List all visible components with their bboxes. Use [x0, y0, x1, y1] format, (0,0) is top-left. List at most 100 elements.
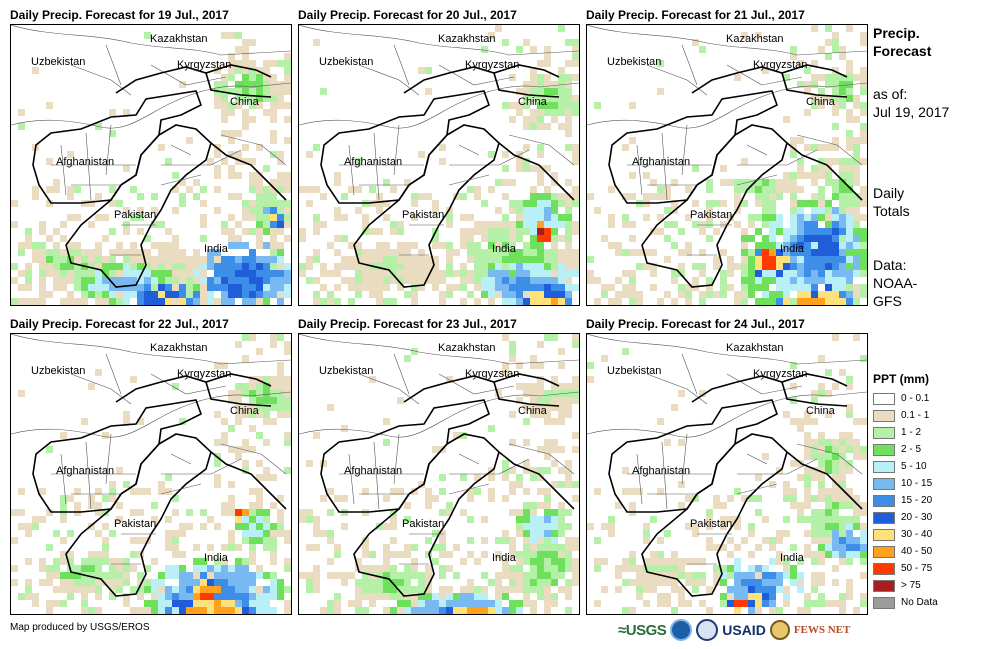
legend-item: 0.1 - 1 [873, 407, 938, 424]
country-label-uzbekistan: Uzbekistan [31, 56, 86, 68]
panel-title: Daily Precip. Forecast for 24 Jul., 2017 [586, 317, 805, 331]
legend-item: 50 - 75 [873, 560, 938, 577]
country-label-pakistan: Pakistan [690, 518, 733, 530]
usaid-logo: USAID [722, 622, 766, 638]
country-label-china: China [230, 96, 259, 108]
country-label-afghanistan: Afghanistan [632, 465, 691, 477]
legend-swatch [873, 511, 895, 524]
legend-swatch [873, 460, 895, 473]
legend-item: 2 - 5 [873, 441, 938, 458]
country-label-kyrgyzstan: Kyrgyzstan [753, 368, 808, 380]
forecast-map: Kazakhstan Uzbekistan Kyrgyzstan China Afgha… [298, 333, 580, 615]
country-label-uzbekistan: Uzbekistan [607, 56, 662, 68]
country-label-india: India [204, 552, 228, 564]
forecast-map: Kazakhstan Uzbekistan Kyrgyzstan China Afgha… [10, 333, 292, 615]
data-source-line1: Data: [873, 257, 907, 273]
legend-swatch [873, 443, 895, 456]
country-label-uzbekistan: Uzbekistan [319, 365, 374, 377]
legend-label: 50 - 75 [901, 563, 933, 574]
country-label-kyrgyzstan: Kyrgyzstan [753, 59, 808, 71]
legend-item: 5 - 10 [873, 458, 938, 475]
country-label-india: India [780, 243, 804, 255]
country-label-china: China [806, 96, 835, 108]
panel-title: Daily Precip. Forecast for 23 Jul., 2017 [298, 317, 517, 331]
legend-label: 5 - 10 [901, 461, 927, 472]
country-label-kyrgyzstan: Kyrgyzstan [177, 368, 232, 380]
legend-item: 1 - 2 [873, 424, 938, 441]
country-label-kazakhstan: Kazakhstan [726, 33, 784, 45]
country-label-uzbekistan: Uzbekistan [607, 365, 662, 377]
legend-item: 30 - 40 [873, 526, 938, 543]
data-source-line3: GFS [873, 293, 902, 309]
legend-swatch [873, 392, 895, 405]
legend-label: 15 - 20 [901, 495, 933, 506]
panel-title: Daily Precip. Forecast for 20 Jul., 2017 [298, 8, 517, 22]
forecast-map: Kazakhstan Uzbekistan Kyrgyzstan China Afgha… [586, 24, 868, 306]
country-label-afghanistan: Afghanistan [632, 156, 691, 168]
country-label-pakistan: Pakistan [402, 518, 445, 530]
forecast-panel-20jul: Daily Precip. Forecast for 20 Jul., 2017… [298, 8, 588, 308]
panel-title: Daily Precip. Forecast for 19 Jul., 2017 [10, 8, 229, 22]
country-label-pakistan: Pakistan [114, 518, 157, 530]
legend-label: 2 - 5 [901, 444, 922, 455]
country-label-pakistan: Pakistan [114, 209, 157, 221]
country-label-uzbekistan: Uzbekistan [31, 365, 86, 377]
country-label-kazakhstan: Kazakhstan [150, 33, 208, 45]
map-credit: Map produced by USGS/EROS [10, 622, 150, 633]
legend-swatch [873, 545, 895, 558]
panel-title: Daily Precip. Forecast for 22 Jul., 2017 [10, 317, 229, 331]
country-label-kazakhstan: Kazakhstan [726, 342, 784, 354]
forecast-map: Kazakhstan Uzbekistan Kyrgyzstan China Afgha… [10, 24, 292, 306]
legend-item: No Data [873, 594, 938, 611]
country-label-pakistan: Pakistan [690, 209, 733, 221]
legend-label: 1 - 2 [901, 427, 922, 438]
forecast-map: Kazakhstan Uzbekistan Kyrgyzstan China Afgha… [298, 24, 580, 306]
usaid-seal-icon [696, 619, 719, 641]
country-label-afghanistan: Afghanistan [344, 465, 403, 477]
country-label-china: China [230, 405, 259, 417]
country-label-afghanistan: Afghanistan [56, 465, 115, 477]
country-label-china: China [806, 405, 835, 417]
data-source: Data: NOAA- GFS [873, 256, 917, 310]
sidebar-title-line2: Forecast [873, 43, 932, 59]
country-label-kazakhstan: Kazakhstan [150, 342, 208, 354]
panel-title: Daily Precip. Forecast for 21 Jul., 2017 [586, 8, 805, 22]
legend-item: 20 - 30 [873, 509, 938, 526]
legend-label: No Data [901, 597, 938, 608]
country-label-kazakhstan: Kazakhstan [438, 342, 496, 354]
usgs-logo: ≈USGS [618, 621, 667, 639]
forecast-panel-22jul: Daily Precip. Forecast for 22 Jul., 2017… [10, 317, 300, 617]
legend-swatch [873, 528, 895, 541]
legend-item: 10 - 15 [873, 475, 938, 492]
legend-label: 30 - 40 [901, 529, 933, 540]
totals-line1: Daily [873, 185, 905, 201]
legend-swatch [873, 596, 895, 609]
sidebar-title-line1: Precip. [873, 25, 920, 41]
legend-swatch [873, 477, 895, 490]
noaa-logo-icon [670, 619, 693, 641]
country-label-kyrgyzstan: Kyrgyzstan [177, 59, 232, 71]
country-label-afghanistan: Afghanistan [56, 156, 115, 168]
forecast-panel-21jul: Daily Precip. Forecast for 21 Jul., 2017… [586, 8, 876, 308]
country-label-india: India [492, 243, 516, 255]
legend-swatch [873, 426, 895, 439]
country-label-afghanistan: Afghanistan [344, 156, 403, 168]
legend-item: > 75 [873, 577, 938, 594]
legend-swatch [873, 409, 895, 422]
legend-swatch [873, 562, 895, 575]
country-label-india: India [492, 552, 516, 564]
fews-net-logo: FEWS NET [793, 624, 851, 636]
legend-title: PPT (mm) [873, 372, 930, 386]
forecast-map: Kazakhstan Uzbekistan Kyrgyzstan China Afgha… [586, 333, 868, 615]
data-source-line2: NOAA- [873, 275, 918, 291]
as-of-date: as of: Jul 19, 2017 [873, 85, 949, 121]
legend-label: 40 - 50 [901, 546, 933, 557]
as-of-value: Jul 19, 2017 [873, 104, 950, 120]
legend-item: 40 - 50 [873, 543, 938, 560]
totals-note: Daily Totals [873, 184, 910, 220]
country-label-india: India [204, 243, 228, 255]
legend-label: 10 - 15 [901, 478, 933, 489]
country-label-china: China [518, 405, 547, 417]
legend-swatch [873, 579, 895, 592]
sidebar-title: Precip. Forecast [873, 24, 931, 60]
